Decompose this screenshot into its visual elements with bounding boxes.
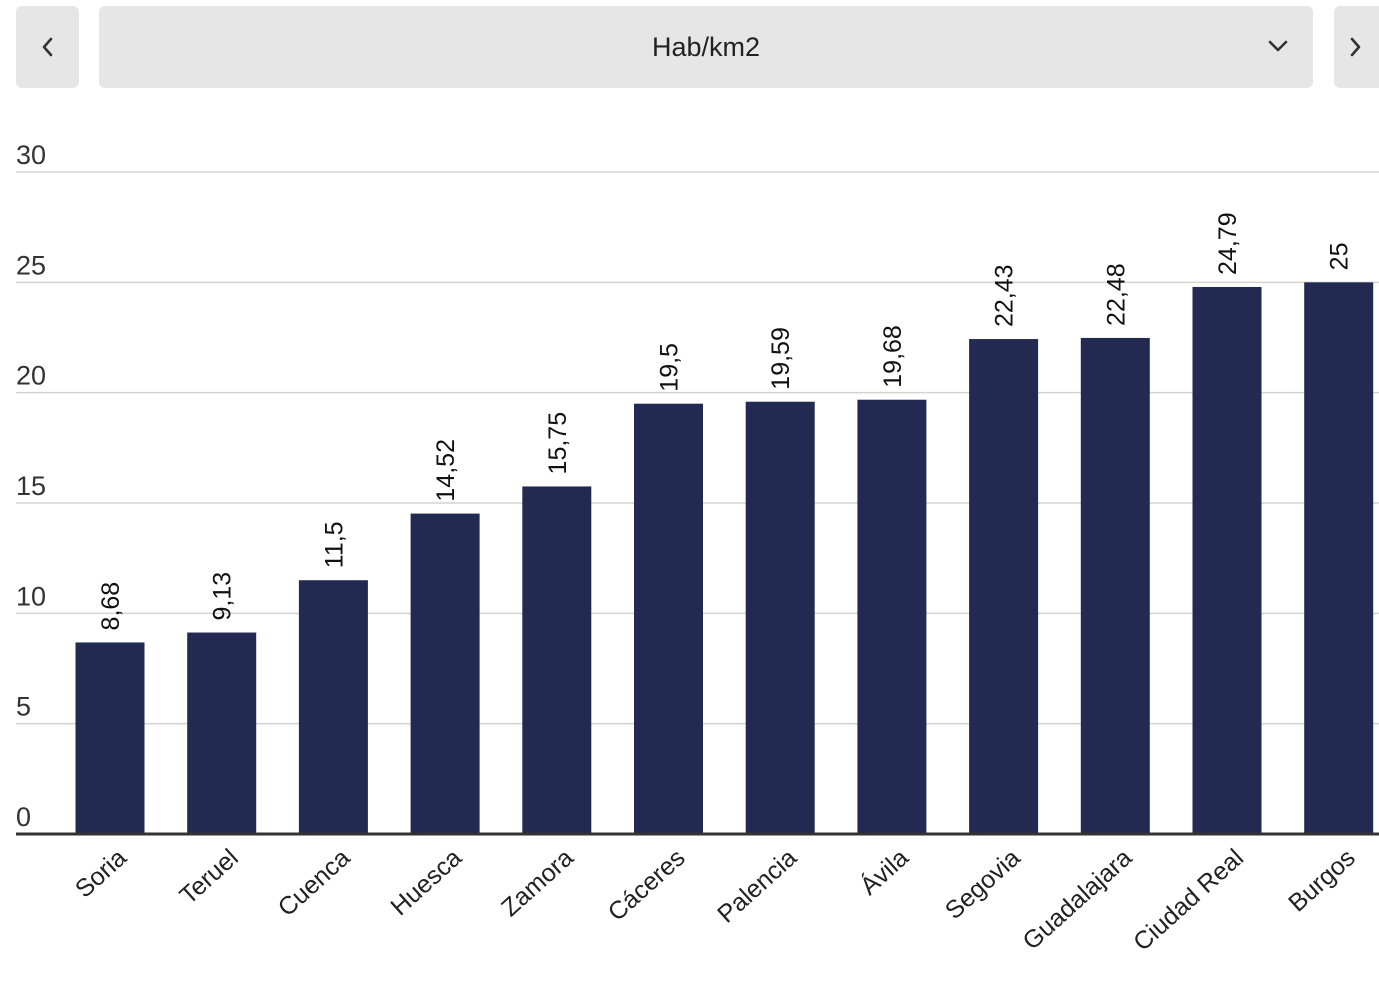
bar	[634, 403, 703, 834]
bar-value-label: 11,5	[320, 521, 348, 568]
y-tick-label: 0	[16, 802, 31, 832]
x-tick-label: Zamora	[496, 844, 579, 923]
x-tick-label: Cuenca	[273, 844, 356, 923]
bar-value-label: 19,5	[656, 343, 684, 392]
y-tick-label: 15	[16, 471, 46, 501]
next-button[interactable]	[1334, 6, 1379, 88]
x-tick-label: Palencia	[712, 844, 802, 929]
bar-value-label: 8,68	[97, 582, 125, 631]
y-tick-label: 5	[16, 692, 31, 722]
x-tick-label: Segovia	[940, 844, 1026, 925]
bar	[1192, 286, 1262, 834]
bar	[1304, 282, 1374, 834]
y-tick-label: 20	[16, 361, 46, 391]
bar	[75, 642, 145, 834]
bar	[187, 632, 257, 834]
bar-value-label: 25	[1326, 243, 1354, 271]
x-tick-label: Teruel	[174, 844, 243, 910]
bar	[298, 580, 368, 834]
bar	[522, 486, 592, 834]
y-tick-label: 25	[16, 250, 46, 280]
x-tick-label: Ciudad Real	[1128, 844, 1249, 957]
bar-chart: 0 5 10 15 20 25 30 8,68 Soria 9,13 Teruel 11,5 Cuenc…	[0, 100, 1379, 984]
x-tick-label: Guadalajara	[1017, 844, 1137, 956]
x-tick-label: Huesca	[385, 844, 467, 922]
bar-value-label: 9,13	[209, 572, 237, 621]
bar-value-label: 22,48	[1102, 263, 1130, 326]
chevron-down-icon	[1267, 39, 1289, 58]
prev-button[interactable]	[16, 6, 79, 88]
bar	[1080, 337, 1150, 834]
bar-value-label: 15,75	[544, 412, 572, 475]
x-tick-label: Soria	[70, 844, 132, 904]
bar	[857, 399, 927, 834]
bar-value-label: 14,52	[432, 439, 460, 502]
chart-canvas: 0 5 10 15 20 25 30 8,68 Soria 9,13 Teruel 11,5 Cuenc…	[16, 140, 1379, 957]
indicator-dropdown[interactable]: Hab/km2	[99, 6, 1313, 88]
x-tick-label: Burgos	[1283, 844, 1361, 918]
bar	[410, 513, 480, 834]
bar-value-label: 19,59	[767, 327, 795, 390]
x-tick-label: Cáceres	[603, 844, 691, 927]
bar-value-label: 19,68	[879, 325, 907, 388]
chevron-left-icon	[41, 36, 55, 58]
chevron-right-icon	[1348, 36, 1362, 58]
x-tick-label: Ávila	[854, 843, 914, 901]
y-tick-label: 30	[16, 140, 46, 170]
bar-value-label: 24,79	[1214, 212, 1242, 275]
indicator-selected-value: Hab/km2	[651, 32, 761, 62]
bar-value-label: 22,43	[991, 264, 1019, 327]
y-tick-label: 10	[16, 581, 46, 611]
bar	[969, 339, 1039, 834]
bar	[745, 401, 815, 834]
